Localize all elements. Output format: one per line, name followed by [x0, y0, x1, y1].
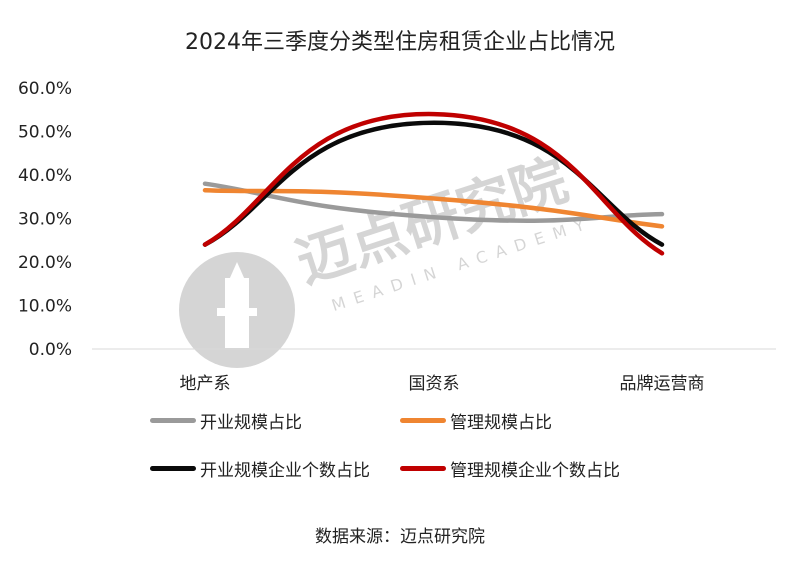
legend-swatch — [150, 466, 196, 471]
y-tick-label: 60.0% — [18, 79, 72, 99]
x-tick-label: 品牌运营商 — [620, 374, 705, 394]
y-tick-label: 0.0% — [29, 340, 72, 360]
source-note: 数据来源：迈点研究院 — [315, 527, 485, 547]
y-axis: 0.0% 10.0% 20.0% 30.0% 40.0% 50.0% 60.0% — [18, 79, 72, 360]
y-tick-label: 40.0% — [18, 166, 72, 186]
legend-swatch — [150, 418, 196, 423]
series-group — [202, 111, 665, 256]
legend-label: 开业规模企业个数占比 — [200, 461, 370, 481]
legend-swatch — [400, 418, 446, 423]
x-tick-label: 国资系 — [409, 374, 460, 394]
y-tick-label: 10.0% — [18, 297, 72, 317]
legend-label: 开业规模占比 — [200, 413, 302, 433]
y-tick-label: 20.0% — [18, 253, 72, 273]
legend-label: 管理规模企业个数占比 — [450, 461, 620, 481]
y-tick-label: 50.0% — [18, 123, 72, 143]
legend-item-series-4: 管理规模企业个数占比 — [400, 456, 620, 481]
x-axis: 地产系 国资系 品牌运营商 — [180, 374, 705, 394]
legend-item-series-2: 管理规模占比 — [400, 408, 552, 433]
series-line-4 — [202, 111, 665, 256]
y-tick-label: 30.0% — [18, 210, 72, 230]
chart-title: 2024年三季度分类型住房租赁企业占比情况 — [185, 30, 615, 55]
legend-item-series-1: 开业规模占比 — [150, 408, 302, 433]
legend-item-series-3: 开业规模企业个数占比 — [150, 456, 370, 481]
legend-swatch — [400, 466, 446, 471]
x-tick-label: 地产系 — [180, 374, 231, 394]
series-line-2 — [202, 187, 665, 229]
legend-label: 管理规模占比 — [450, 413, 552, 433]
